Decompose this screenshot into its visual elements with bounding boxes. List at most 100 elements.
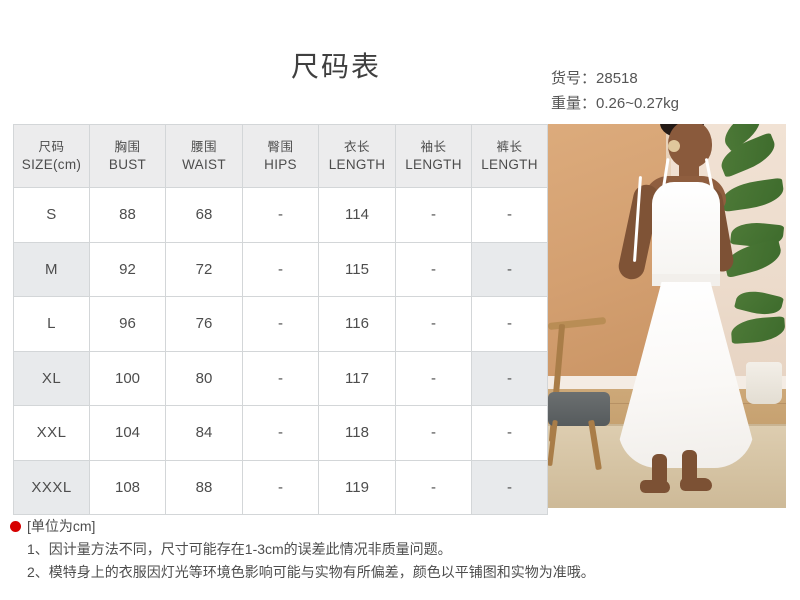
cell-hips: - bbox=[242, 350, 319, 406]
model-earring bbox=[668, 140, 680, 152]
page-title: 尺码表 bbox=[290, 51, 381, 82]
red-bullet-icon bbox=[10, 521, 21, 532]
footer-notes: [单位为cm] 1、因计量方法不同，尺寸可能存在1-3cm的误差此情况非质量问题… bbox=[10, 515, 595, 584]
table-header-cell-2: 腰围 WAIST bbox=[165, 124, 243, 188]
dress-bodice bbox=[652, 182, 720, 280]
item-number-label: 货号： bbox=[551, 70, 597, 87]
cell-bust: 92 bbox=[89, 241, 166, 297]
item-number-value: 28518 bbox=[596, 70, 638, 87]
cell-waist: 76 bbox=[165, 296, 243, 352]
model-foot bbox=[680, 478, 712, 491]
cell-sleeve: - bbox=[395, 350, 472, 406]
cell-bust: 96 bbox=[89, 296, 166, 352]
cell-length: 115 bbox=[318, 241, 396, 297]
cell-pants: - bbox=[471, 350, 548, 406]
cell-sleeve: - bbox=[395, 405, 472, 461]
chair-seat bbox=[548, 392, 610, 426]
header-label-cn: 尺码 bbox=[38, 140, 65, 154]
model-figure bbox=[548, 124, 786, 508]
table-header-cell-1: 胸围 BUST bbox=[89, 124, 166, 188]
item-number-row: 货号：28518 bbox=[551, 66, 679, 91]
cell-bust: 100 bbox=[89, 350, 166, 406]
cell-bust: 88 bbox=[89, 187, 166, 243]
photo-scene bbox=[548, 124, 786, 508]
product-photo bbox=[548, 124, 786, 508]
dress-skirt bbox=[618, 282, 754, 468]
header-label-en: LENGTH bbox=[328, 157, 386, 172]
cell-pants: - bbox=[471, 241, 548, 297]
header-label-cn: 腰围 bbox=[190, 140, 217, 154]
table-header-cell-0: 尺码 SIZE(cm) bbox=[13, 124, 90, 188]
table-row: L 96 76-116- - bbox=[13, 296, 548, 352]
cell-size: M bbox=[13, 241, 90, 297]
cell-hips: - bbox=[242, 241, 319, 297]
table-row: XXXL 108 88-119- - bbox=[13, 459, 548, 515]
header-label-en: BUST bbox=[108, 157, 147, 172]
unit-note-text: [单位为cm] bbox=[27, 518, 96, 534]
table-header-cell-5: 袖长 LENGTH bbox=[395, 124, 472, 188]
header-label-cn: 裤长 bbox=[496, 140, 523, 154]
model-leg bbox=[652, 454, 667, 486]
cell-size: XXL bbox=[13, 405, 90, 461]
cell-length: 117 bbox=[318, 350, 396, 406]
cell-waist: 72 bbox=[165, 241, 243, 297]
header-label-cn: 臀围 bbox=[267, 140, 294, 154]
cell-hips: - bbox=[242, 459, 319, 515]
plant-pot bbox=[746, 362, 782, 404]
table-row: S 88 68-114- - bbox=[13, 187, 548, 243]
cell-bust: 104 bbox=[89, 405, 166, 461]
cell-size: S bbox=[13, 187, 90, 243]
model-foot bbox=[640, 480, 670, 493]
header-label-en: LENGTH bbox=[405, 157, 462, 172]
cell-waist: 68 bbox=[165, 187, 243, 243]
cell-waist: 88 bbox=[165, 459, 243, 515]
table-header-cell-4: 衣长 LENGTH bbox=[318, 124, 396, 188]
cell-pants: - bbox=[471, 187, 548, 243]
cell-hips: - bbox=[242, 405, 319, 461]
cell-size: XL bbox=[13, 350, 90, 406]
model-leg bbox=[682, 450, 697, 486]
header-label-en: LENGTH bbox=[481, 157, 538, 172]
note-line-1: 1、因计量方法不同，尺寸可能存在1-3cm的误差此情况非质量问题。 bbox=[27, 541, 452, 557]
product-meta: 货号：28518 重量：0.26~0.27kg bbox=[551, 66, 679, 116]
cell-pants: - bbox=[471, 405, 548, 461]
cell-length: 114 bbox=[318, 187, 396, 243]
table-body: S 88 68-114- - M 92 72-115- - L 96 76-116- - XL 100 80… bbox=[13, 187, 548, 515]
header-label-en: HIPS bbox=[264, 157, 297, 172]
cell-length: 116 bbox=[318, 296, 396, 352]
cell-size: L bbox=[13, 296, 90, 352]
size-chart-table: 尺码 SIZE(cm) 胸围 BUST 腰围 WAIST 臀围 HIPS 衣长 LENGTH 袖长 L… bbox=[13, 124, 548, 515]
cell-waist: 80 bbox=[165, 350, 243, 406]
cell-length: 119 bbox=[318, 459, 396, 515]
table-row: M 92 72-115- - bbox=[13, 241, 548, 297]
weight-value: 0.26~0.27kg bbox=[596, 95, 680, 112]
header-label-en: WAIST bbox=[182, 157, 226, 172]
cell-sleeve: - bbox=[395, 187, 472, 243]
cell-hips: - bbox=[242, 187, 319, 243]
table-row: XXL 104 84-118- - bbox=[13, 405, 548, 461]
table-header-cell-3: 臀围 HIPS bbox=[242, 124, 319, 188]
weight-label: 重量： bbox=[551, 95, 597, 112]
header-label-en: SIZE(cm) bbox=[21, 157, 82, 172]
header-label-cn: 胸围 bbox=[114, 140, 141, 154]
unit-note: [单位为cm] bbox=[10, 515, 595, 538]
cell-sleeve: - bbox=[395, 241, 472, 297]
cell-bust: 108 bbox=[89, 459, 166, 515]
cell-length: 118 bbox=[318, 405, 396, 461]
weight-row: 重量：0.26~0.27kg bbox=[551, 91, 679, 116]
cell-sleeve: - bbox=[395, 459, 472, 515]
table-head: 尺码 SIZE(cm) 胸围 BUST 腰围 WAIST 臀围 HIPS 衣长 LENGTH 袖长 L… bbox=[13, 124, 548, 188]
cell-pants: - bbox=[471, 296, 548, 352]
table-row: XL 100 80-117- - bbox=[13, 350, 548, 406]
note-line-2: 2、模特身上的衣服因灯光等环境色影响可能与实物有所偏差，颜色以平铺图和实物为准哦… bbox=[27, 564, 595, 580]
table-header-cell-6: 裤长 LENGTH bbox=[471, 124, 548, 188]
cell-waist: 84 bbox=[165, 405, 243, 461]
cell-sleeve: - bbox=[395, 296, 472, 352]
cell-size: XXXL bbox=[13, 459, 90, 515]
header-label-cn: 袖长 bbox=[420, 140, 447, 154]
table-header-row: 尺码 SIZE(cm) 胸围 BUST 腰围 WAIST 臀围 HIPS 衣长 LENGTH 袖长 L… bbox=[13, 124, 548, 188]
cell-hips: - bbox=[242, 296, 319, 352]
header-label-cn: 衣长 bbox=[343, 140, 370, 154]
cell-pants: - bbox=[471, 459, 548, 515]
